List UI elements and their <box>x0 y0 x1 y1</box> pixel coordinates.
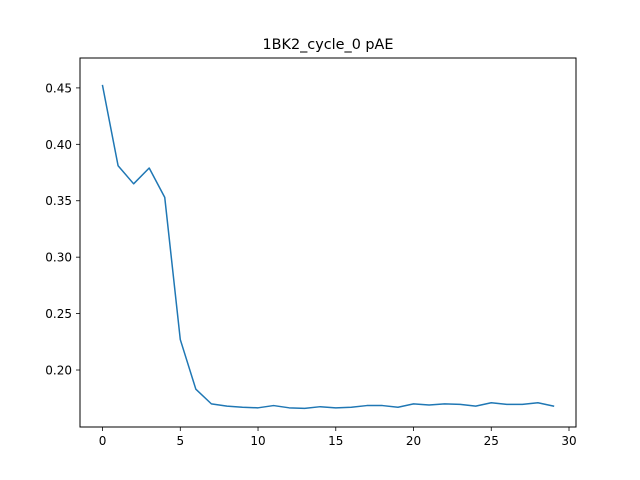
y-tick-label: 0.30 <box>45 251 72 265</box>
series-line-0 <box>101 84 555 410</box>
y-tick-label: 0.20 <box>45 364 72 378</box>
x-tick-label: 25 <box>484 434 499 448</box>
axes: 0 5 10 15 20 25 30 0.20 0.25 0.30 0.35 0.40 0.45 <box>45 81 576 448</box>
y-tick-label: 0.45 <box>45 81 72 95</box>
chart-title: 1BK2_cycle_0 pAE <box>262 37 393 53</box>
x-tick-label: 5 <box>176 434 184 448</box>
x-tick-label: 0 <box>99 434 107 448</box>
x-tick-label: 10 <box>250 434 265 448</box>
plot-frame <box>79 57 577 428</box>
series-layer <box>101 84 555 410</box>
y-tick-label: 0.35 <box>45 194 72 208</box>
x-tick-label: 20 <box>406 434 421 448</box>
y-tick-label: 0.25 <box>45 307 72 321</box>
x-tick-label: 30 <box>561 434 576 448</box>
y-tick-label: 0.40 <box>45 138 72 152</box>
x-tick-label: 15 <box>328 434 343 448</box>
